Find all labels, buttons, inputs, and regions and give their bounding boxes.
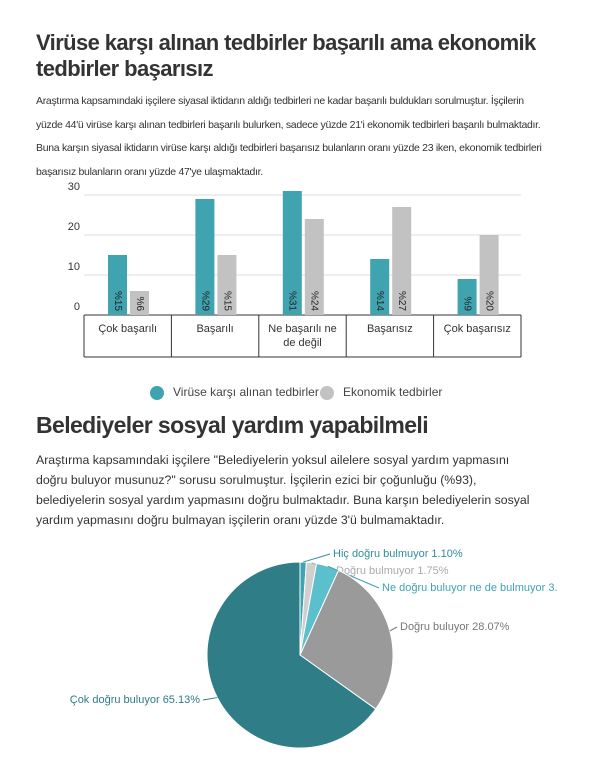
leader-line <box>303 553 331 563</box>
bar <box>282 191 302 315</box>
x-tick-label: Başarılı <box>196 323 234 335</box>
slice-label: Ne doğru buluyor ne de bulmuyor 3. <box>382 582 558 594</box>
paragraph: Araştırma kapsamındaki işçilere siyasal … <box>36 95 542 178</box>
x-tick-label: Ne başarılı ne de değil <box>268 323 337 349</box>
bar <box>130 291 149 315</box>
value-label: %29 <box>199 291 210 311</box>
pie-slice <box>299 569 394 710</box>
x-tick-label: Çok başarılı <box>98 323 158 335</box>
value-label: %31 <box>287 291 298 311</box>
leader-line <box>389 626 398 632</box>
slice-label: Çok doğru buluyor 65.13% <box>70 694 200 706</box>
y-tick-label: 10 <box>68 261 80 273</box>
leader-line <box>202 697 218 701</box>
y-tick-label: 20 <box>68 221 80 233</box>
slice-label: Doğru buluyor 28.07% <box>400 621 510 633</box>
x-tick-label: Çok başarısız <box>443 323 511 335</box>
bar <box>457 279 477 315</box>
leader-line <box>327 565 380 589</box>
legend-marker <box>320 386 334 400</box>
slice-label: Hiç doğru bulmuyor 1.10% <box>333 548 463 560</box>
heading: Virüse karşı alınan tedbirler başarılı a… <box>36 30 536 81</box>
x-tick-label: Başarısız <box>366 323 413 335</box>
value-label: %20 <box>483 291 494 311</box>
y-tick-label: 0 <box>74 301 80 313</box>
paragraph: Araştırma kapsamındaki işçilere "Belediy… <box>36 453 530 527</box>
heading: Belediyeler sosyal yardım yapabilmeli <box>36 412 429 438</box>
value-label: %24 <box>309 291 320 311</box>
bar <box>217 255 237 315</box>
bar <box>195 199 215 315</box>
slice-label: Doğru bulmuyor 1.75% <box>336 565 449 577</box>
legend-label: Ekonomik tedbirler <box>343 385 442 399</box>
bar <box>392 207 412 315</box>
value-label: %15 <box>112 291 123 311</box>
bar <box>304 219 324 315</box>
legend-marker <box>150 386 164 400</box>
pie-slice <box>206 561 377 749</box>
bar <box>108 255 127 315</box>
bar <box>370 259 390 315</box>
y-tick-label: 30 <box>68 181 80 193</box>
value-label: %6 <box>134 297 145 312</box>
value-label: %15 <box>221 291 232 311</box>
value-label: %9 <box>461 297 472 312</box>
bar <box>479 235 499 315</box>
value-label: %27 <box>396 291 407 311</box>
value-label: %14 <box>374 291 385 311</box>
legend-label: Virüse karşı alınan tedbirler <box>173 385 319 399</box>
